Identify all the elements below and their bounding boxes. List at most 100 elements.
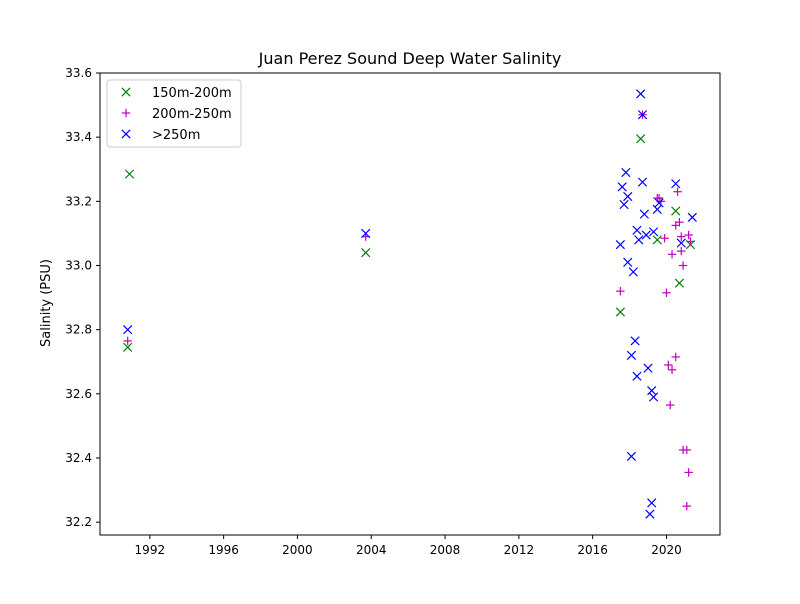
marker-stroke	[361, 228, 371, 239]
marker-stroke	[623, 191, 633, 202]
data-point	[684, 230, 693, 240]
data-point	[634, 235, 644, 245]
data-point	[636, 134, 646, 144]
x-tick-label: 2008	[430, 543, 461, 557]
marker-stroke	[632, 225, 642, 235]
y-tick-label: 33.4	[65, 130, 92, 144]
legend: 150m-200m 200m-250m >250m	[106, 79, 242, 148]
marker-stroke	[626, 350, 637, 360]
marker-stroke	[652, 204, 662, 214]
marker-stroke	[621, 167, 631, 178]
axes-frame	[99, 72, 721, 536]
plot-area: 1992 1996 2000 2004 2008 2012 2016 2020 32.2 32.4…	[65, 66, 721, 557]
data-point	[626, 350, 637, 360]
data-point	[615, 307, 625, 317]
legend-marker	[121, 108, 131, 118]
x-tick-label: 1996	[208, 543, 239, 557]
y-tick-label: 32.8	[65, 323, 92, 337]
marker-stroke	[626, 451, 637, 462]
y-tick-label: 33.2	[65, 194, 92, 208]
data-point	[632, 371, 642, 381]
data-point	[648, 392, 659, 402]
marker-stroke	[671, 206, 681, 216]
data-point	[647, 498, 657, 508]
data-point	[671, 179, 681, 189]
marker-stroke	[645, 509, 655, 519]
data-point	[677, 232, 686, 241]
data-point	[621, 167, 631, 178]
data-point	[123, 342, 133, 352]
series-0	[123, 134, 696, 352]
data-point	[637, 177, 648, 187]
data-point	[671, 352, 680, 362]
legend-label: 200m-250m	[152, 107, 232, 122]
data-point	[673, 187, 682, 196]
marker-stroke	[671, 179, 681, 189]
data-point	[654, 198, 664, 208]
marker-stroke	[619, 199, 629, 210]
data-point	[615, 240, 625, 250]
marker-stroke	[123, 325, 133, 335]
legend-box	[106, 79, 242, 148]
data-point	[630, 336, 640, 346]
y-axis-label: Salinity (PSU)	[39, 259, 54, 347]
marker-stroke	[637, 110, 648, 120]
data-point	[684, 468, 693, 477]
data-point	[667, 250, 677, 259]
data-point	[686, 237, 695, 246]
marker-stroke	[643, 363, 653, 373]
marker-stroke	[648, 227, 659, 237]
marker-stroke	[648, 392, 659, 402]
marker-stroke	[124, 169, 135, 179]
legend-marker	[121, 129, 131, 139]
marker-stroke	[647, 498, 657, 508]
data-point	[632, 225, 642, 235]
y-tick-label: 33.6	[65, 66, 92, 80]
data-point	[361, 228, 371, 239]
data-point	[617, 182, 627, 192]
marker-stroke	[676, 238, 686, 248]
marker-stroke	[647, 386, 657, 396]
marker-stroke	[639, 209, 649, 219]
y-tick-label: 32.6	[65, 387, 92, 401]
y-tick-label: 33.0	[65, 259, 92, 273]
data-point	[123, 336, 132, 346]
data-point	[687, 212, 697, 222]
data-point	[643, 363, 653, 373]
marker-stroke	[687, 212, 697, 222]
data-point	[641, 230, 651, 240]
series-2	[123, 89, 697, 519]
data-point	[637, 110, 648, 120]
marker-stroke	[630, 336, 640, 346]
data-point	[682, 501, 691, 511]
data-point	[662, 288, 671, 297]
data-point	[647, 386, 657, 396]
marker-stroke	[674, 278, 685, 288]
legend-label: >250m	[152, 128, 200, 143]
marker-stroke	[636, 89, 646, 99]
x-tick-label: 1992	[135, 543, 166, 557]
chart-title: Juan Perez Sound Deep Water Salinity	[258, 49, 562, 68]
x-tick-label: 2016	[577, 543, 608, 557]
marker-stroke	[634, 235, 644, 245]
data-point	[645, 509, 655, 519]
data-point	[676, 238, 686, 248]
data-point	[626, 451, 637, 462]
marker-stroke	[654, 198, 664, 208]
marker-stroke	[632, 371, 642, 381]
data-point	[623, 257, 633, 267]
marker-stroke	[637, 177, 648, 187]
data-point	[678, 261, 688, 270]
legend-marker	[121, 87, 131, 97]
marker-stroke	[623, 257, 633, 267]
marker-stroke	[652, 235, 662, 245]
data-point	[619, 199, 629, 210]
data-point	[628, 267, 638, 277]
data-point	[361, 248, 371, 258]
data-point	[665, 400, 675, 410]
marker-stroke	[641, 230, 651, 240]
marker-stroke	[617, 182, 627, 192]
y-tick-label: 32.4	[65, 451, 92, 465]
data-point	[636, 89, 646, 99]
